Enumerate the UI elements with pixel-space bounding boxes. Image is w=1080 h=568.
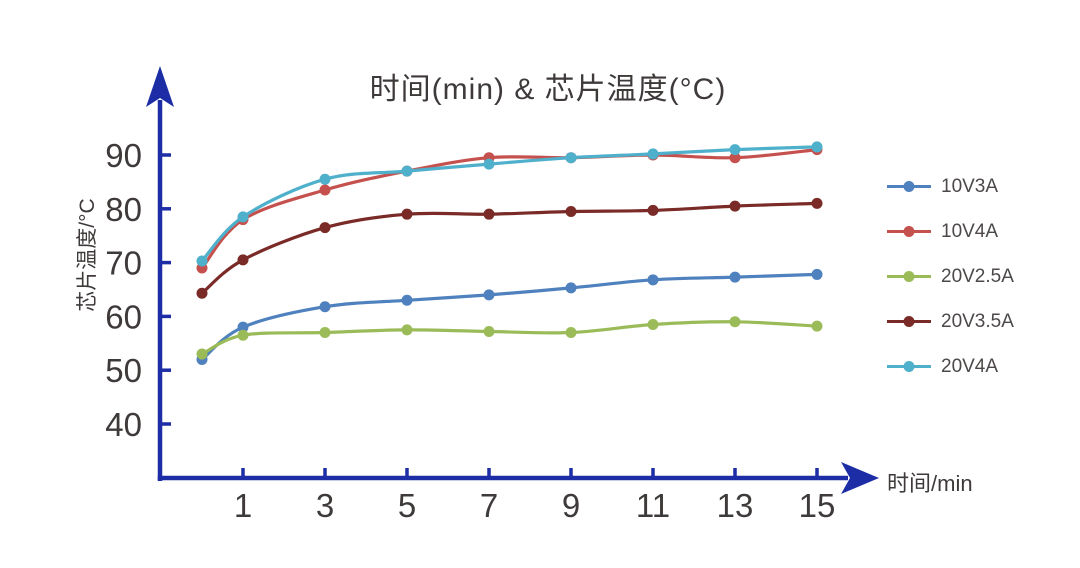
legend-label: 10V4A: [941, 220, 999, 242]
data-point-marker: [647, 274, 659, 286]
series-line: [200, 145, 819, 263]
data-point-marker: [729, 200, 741, 212]
data-point-marker: [196, 255, 208, 267]
x-tick-label: 13: [717, 487, 754, 524]
data-point-marker: [237, 211, 249, 223]
series-line: [200, 272, 819, 362]
data-point-marker: [319, 301, 331, 313]
data-point-marker: [319, 222, 331, 234]
data-point-marker: [647, 148, 659, 160]
series-10V3A: [196, 268, 823, 365]
y-axis-title: 芯片温度/°C: [76, 198, 99, 312]
data-point-marker: [483, 158, 495, 170]
data-point-marker: [196, 287, 208, 299]
x-axis-title: 时间/min: [887, 471, 973, 496]
data-point-marker: [237, 254, 249, 266]
data-point-marker: [401, 294, 413, 306]
legend-label: 20V4A: [941, 355, 999, 377]
legend-item-10V4A: 10V4A: [886, 221, 1014, 242]
y-tick-label: 40: [105, 406, 142, 443]
y-tick-label: 80: [105, 191, 142, 228]
data-point-marker: [401, 208, 413, 220]
data-point-marker: [811, 320, 823, 332]
series-20V2.5A: [196, 316, 823, 360]
y-axis-ticks: 40 50 60 70 80 90: [105, 137, 171, 443]
x-axis-arrow-icon: [841, 462, 879, 494]
x-tick-label: 3: [316, 487, 334, 524]
x-tick-label: 7: [480, 487, 498, 524]
legend-marker-icon: [887, 316, 931, 327]
y-tick-label: 60: [105, 298, 142, 335]
y-tick-label: 50: [105, 352, 142, 389]
data-point-marker: [565, 205, 577, 217]
data-point-marker: [647, 204, 659, 216]
legend: 10V3A 10V4A 20V2.5A 20V3.5A 20V4A: [886, 176, 1014, 377]
axes: [146, 66, 879, 494]
data-point-marker: [729, 271, 741, 283]
data-point-marker: [729, 144, 741, 156]
data-point-marker: [401, 324, 413, 336]
series-line: [200, 320, 819, 356]
legend-item-20V2.5A: 20V2.5A: [886, 266, 1014, 287]
data-point-marker: [811, 197, 823, 209]
data-point-marker: [811, 141, 823, 153]
data-point-marker: [811, 268, 823, 280]
chart-title: 时间(min) & 芯片温度(°C): [369, 73, 727, 106]
data-point-marker: [483, 325, 495, 337]
data-point-marker: [319, 184, 331, 196]
data-point-marker: [319, 327, 331, 339]
legend-label: 10V3A: [941, 175, 999, 197]
series-line: [200, 201, 819, 295]
legend-item-10V3A: 10V3A: [886, 176, 1014, 197]
y-axis-arrow-icon: [146, 66, 174, 107]
data-point-marker: [401, 165, 413, 177]
x-tick-label: 15: [799, 487, 836, 524]
legend-item-20V3.5A: 20V3.5A: [886, 311, 1014, 332]
data-point-marker: [729, 316, 741, 328]
x-tick-label: 9: [562, 487, 580, 524]
data-point-marker: [565, 327, 577, 339]
legend-label: 20V3.5A: [941, 310, 1014, 332]
legend-marker-icon: [887, 226, 931, 237]
legend-item-20V4A: 20V4A: [886, 356, 1014, 377]
x-tick-label: 5: [398, 487, 416, 524]
y-tick-label: 90: [105, 137, 142, 174]
series-20V3.5A: [196, 197, 823, 299]
x-tick-label: 11: [636, 487, 670, 524]
data-point-marker: [565, 282, 577, 294]
legend-marker-icon: [887, 181, 931, 192]
data-point-marker: [196, 348, 208, 360]
legend-marker-icon: [887, 271, 931, 282]
data-point-marker: [237, 321, 249, 333]
data-point-marker: [483, 208, 495, 220]
data-point-marker: [647, 318, 659, 330]
x-tick-label: 1: [234, 487, 252, 524]
data-point-marker: [319, 173, 331, 185]
data-point-marker: [483, 289, 495, 301]
data-point-marker: [729, 152, 741, 164]
y-tick-label: 70: [105, 245, 142, 282]
legend-marker-icon: [887, 361, 931, 372]
legend-label: 20V2.5A: [941, 265, 1014, 287]
x-axis-ticks: 1 3 5 7 9 11 13 15: [234, 468, 836, 524]
series-20V4A: [196, 141, 823, 267]
data-point-marker: [237, 329, 249, 341]
data-point-marker: [565, 152, 577, 164]
series-line: [200, 148, 819, 270]
